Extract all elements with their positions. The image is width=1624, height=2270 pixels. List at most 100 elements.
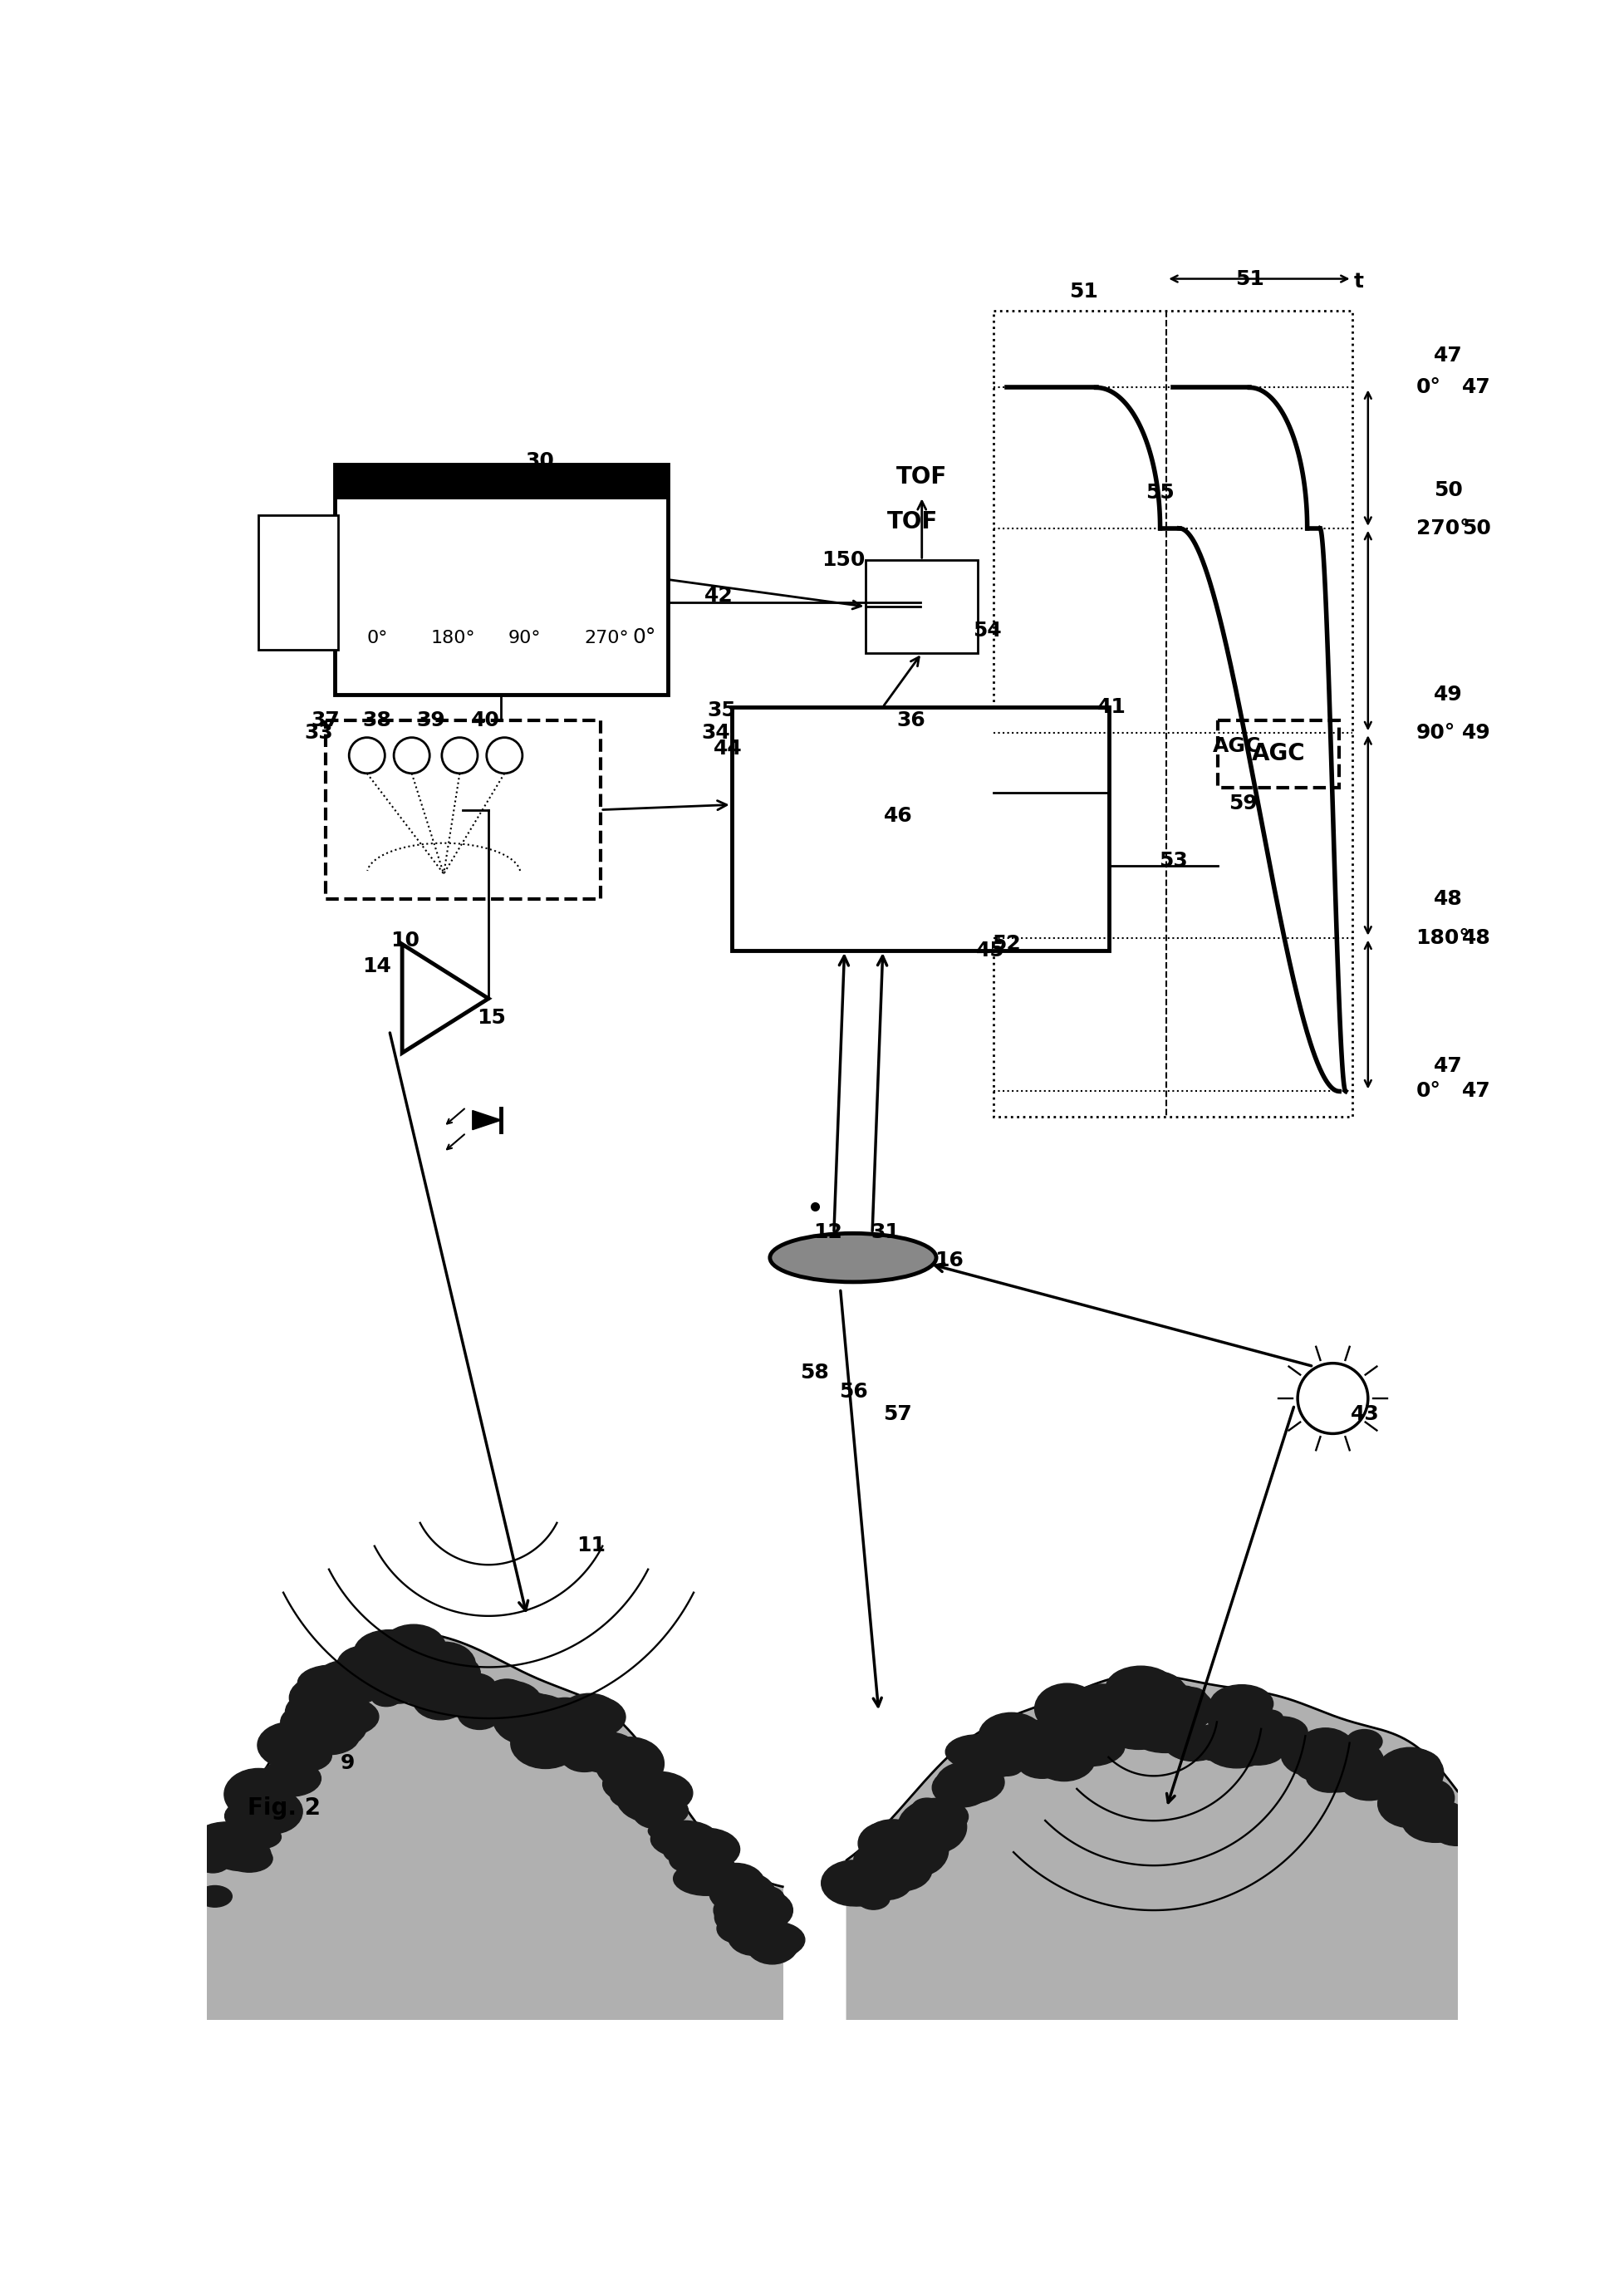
Text: 48: 48 [1462, 928, 1491, 949]
Text: 15: 15 [477, 1008, 507, 1028]
Ellipse shape [1117, 1696, 1173, 1727]
Ellipse shape [1073, 1684, 1132, 1716]
Ellipse shape [1416, 1807, 1447, 1823]
Text: 47: 47 [1434, 345, 1462, 365]
Ellipse shape [1208, 1730, 1236, 1748]
Ellipse shape [400, 1659, 464, 1709]
Ellipse shape [1033, 1734, 1096, 1782]
Ellipse shape [578, 1732, 625, 1762]
Text: 16: 16 [934, 1251, 963, 1271]
Text: 43: 43 [1351, 1405, 1379, 1423]
Ellipse shape [500, 1693, 570, 1732]
Text: TOF: TOF [887, 511, 939, 533]
Ellipse shape [663, 1839, 692, 1861]
Ellipse shape [1210, 1684, 1273, 1723]
Ellipse shape [931, 1798, 958, 1818]
Ellipse shape [1218, 1707, 1262, 1739]
Ellipse shape [209, 1825, 253, 1848]
Ellipse shape [955, 1766, 992, 1791]
Ellipse shape [1028, 1737, 1095, 1773]
Ellipse shape [414, 1641, 451, 1662]
Text: 42: 42 [705, 586, 732, 606]
Ellipse shape [948, 1762, 999, 1798]
Ellipse shape [745, 1923, 799, 1964]
Ellipse shape [232, 1784, 296, 1821]
Ellipse shape [961, 1741, 1023, 1777]
Text: 40: 40 [471, 711, 500, 731]
Ellipse shape [224, 1768, 292, 1821]
Ellipse shape [632, 1796, 689, 1827]
Ellipse shape [312, 1698, 378, 1737]
Ellipse shape [1112, 1684, 1176, 1727]
Ellipse shape [1432, 1814, 1481, 1846]
Text: 57: 57 [883, 1405, 913, 1423]
Ellipse shape [671, 1846, 705, 1864]
Ellipse shape [427, 1655, 481, 1691]
Text: 48: 48 [1434, 890, 1462, 910]
Ellipse shape [1093, 1698, 1132, 1730]
Ellipse shape [1143, 1684, 1213, 1732]
Text: 56: 56 [838, 1382, 867, 1403]
Text: 45: 45 [976, 940, 1005, 960]
Ellipse shape [645, 1780, 680, 1802]
Text: 46: 46 [883, 806, 913, 826]
Text: 31: 31 [870, 1221, 900, 1242]
Ellipse shape [328, 1668, 369, 1696]
Ellipse shape [1246, 1716, 1288, 1741]
Ellipse shape [562, 1723, 614, 1759]
Ellipse shape [1179, 1687, 1207, 1707]
Text: 49: 49 [1462, 724, 1491, 742]
Ellipse shape [224, 1800, 279, 1832]
Ellipse shape [932, 1768, 991, 1807]
Ellipse shape [857, 1889, 890, 1909]
Ellipse shape [1054, 1707, 1124, 1762]
Ellipse shape [1125, 1700, 1189, 1737]
Ellipse shape [551, 1698, 620, 1739]
Ellipse shape [611, 1782, 661, 1809]
Ellipse shape [281, 1705, 333, 1739]
Ellipse shape [833, 1873, 885, 1907]
Text: 58: 58 [801, 1362, 830, 1382]
Ellipse shape [856, 1880, 890, 1900]
Ellipse shape [1062, 1700, 1095, 1723]
Ellipse shape [1242, 1707, 1275, 1725]
Text: 270°: 270° [1416, 518, 1470, 538]
Ellipse shape [484, 1680, 529, 1714]
Text: 59: 59 [1229, 794, 1257, 813]
Ellipse shape [1015, 1725, 1064, 1755]
Ellipse shape [492, 1691, 560, 1746]
Ellipse shape [1406, 1780, 1455, 1816]
Ellipse shape [952, 1755, 999, 1791]
Ellipse shape [854, 1846, 890, 1873]
Ellipse shape [1350, 1748, 1379, 1768]
Ellipse shape [708, 1864, 765, 1905]
Ellipse shape [1328, 1762, 1387, 1791]
Ellipse shape [1132, 1723, 1166, 1746]
Ellipse shape [357, 1662, 406, 1700]
Ellipse shape [382, 1625, 445, 1671]
Ellipse shape [1208, 1705, 1249, 1734]
Text: t: t [1353, 272, 1364, 293]
Ellipse shape [1018, 1748, 1067, 1777]
Ellipse shape [1288, 1741, 1325, 1759]
Text: 54: 54 [973, 620, 1002, 640]
Ellipse shape [364, 1662, 408, 1696]
Ellipse shape [1056, 1707, 1114, 1748]
Ellipse shape [286, 1691, 346, 1732]
Ellipse shape [737, 1898, 765, 1918]
Text: 0°: 0° [1416, 1081, 1440, 1101]
Ellipse shape [875, 1827, 913, 1848]
Ellipse shape [1319, 1739, 1384, 1786]
Ellipse shape [412, 1682, 453, 1709]
Ellipse shape [429, 1666, 473, 1691]
Ellipse shape [297, 1696, 328, 1718]
Text: 49: 49 [1434, 686, 1462, 704]
Ellipse shape [724, 1918, 763, 1939]
Ellipse shape [1244, 1716, 1286, 1748]
Ellipse shape [741, 1920, 806, 1959]
Ellipse shape [572, 1732, 614, 1755]
Ellipse shape [1322, 1743, 1358, 1766]
Ellipse shape [859, 1864, 913, 1900]
Ellipse shape [1103, 1707, 1174, 1750]
Ellipse shape [331, 1675, 380, 1705]
